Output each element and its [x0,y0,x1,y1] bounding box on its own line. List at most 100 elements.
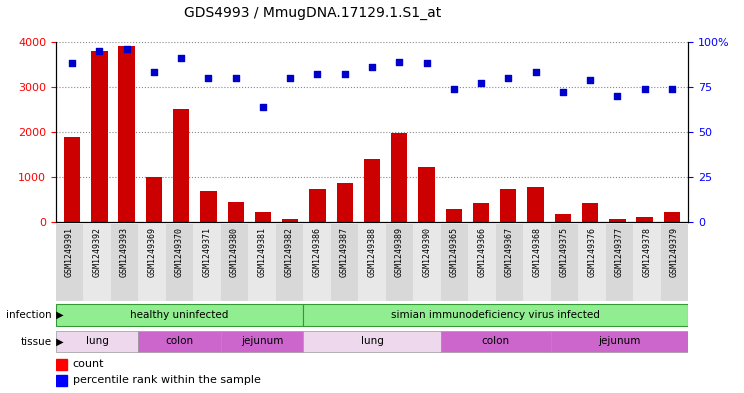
Point [557,89,568,95]
Text: simian immunodeficiency virus infected: simian immunodeficiency virus infected [391,310,600,320]
Text: GSM1249382: GSM1249382 [285,227,294,277]
Bar [56,304,304,326]
Bar [304,224,331,301]
Bar [83,224,111,301]
Bar [111,224,138,301]
Point [584,77,596,83]
Text: count: count [73,359,104,369]
Point [66,60,78,66]
Point [420,60,432,66]
Bar [661,224,688,301]
Point [530,69,542,75]
Point [284,75,296,81]
Point [502,75,514,81]
Bar [193,224,221,301]
Bar [310,189,326,222]
Text: GSM1249387: GSM1249387 [340,227,349,277]
Text: jejunum: jejunum [241,336,283,346]
Point [148,69,160,75]
Point [612,93,623,99]
Point [121,46,132,52]
Text: GSM1249393: GSM1249393 [120,227,129,277]
Text: GSM1249365: GSM1249365 [450,227,459,277]
Point [230,75,242,81]
Text: GSM1249380: GSM1249380 [230,227,239,277]
Bar [500,189,516,222]
Text: GSM1249391: GSM1249391 [65,227,74,277]
Bar [473,204,490,222]
Point [202,75,214,81]
Text: lung: lung [361,336,383,346]
Bar [56,331,138,353]
Point [448,86,460,92]
Text: GSM1249371: GSM1249371 [202,227,211,277]
Bar [554,214,571,222]
Text: healthy uninfected: healthy uninfected [130,310,228,320]
Bar [200,191,217,222]
Bar [166,224,193,301]
Bar [606,224,633,301]
Text: GSM1249368: GSM1249368 [533,227,542,277]
Text: GSM1249375: GSM1249375 [560,227,569,277]
Bar [248,224,276,301]
Bar [92,51,108,222]
Bar [336,183,353,222]
Bar [56,375,67,386]
Bar [446,209,462,222]
Text: infection: infection [7,310,52,320]
Bar [221,331,304,353]
Bar [496,224,523,301]
Bar [440,331,551,353]
Bar [633,224,661,301]
Text: ▶: ▶ [53,336,63,347]
Bar [64,136,80,222]
Bar [527,187,544,222]
Bar [254,212,271,222]
Bar [551,224,578,301]
Point [475,80,487,86]
Point [666,86,678,92]
Bar [304,304,688,326]
Bar [413,224,440,301]
Bar [578,224,606,301]
Bar [609,219,626,222]
Bar [56,224,83,301]
Bar [228,202,244,222]
Bar [385,224,413,301]
Bar [418,167,434,222]
Point [638,86,650,92]
Text: GDS4993 / MmugDNA.17129.1.S1_at: GDS4993 / MmugDNA.17129.1.S1_at [184,6,441,20]
Point [339,71,350,77]
Text: ▶: ▶ [53,310,63,320]
Bar [440,224,468,301]
Bar [56,359,67,370]
Bar [468,224,496,301]
Bar [331,224,359,301]
Text: GSM1249381: GSM1249381 [257,227,266,277]
Text: lung: lung [86,336,109,346]
Bar [118,46,135,222]
Text: GSM1249369: GSM1249369 [147,227,156,277]
Text: GSM1249367: GSM1249367 [505,227,514,277]
Bar [173,109,190,222]
Text: GSM1249377: GSM1249377 [615,227,624,277]
Bar [364,159,380,222]
Bar [276,224,304,301]
Bar [551,331,688,353]
Text: GSM1249376: GSM1249376 [588,227,597,277]
Point [94,48,106,54]
Bar [146,177,162,222]
Point [366,64,378,70]
Point [257,104,269,110]
Text: jejunum: jejunum [598,336,641,346]
Bar [138,331,221,353]
Point [176,55,187,61]
Text: GSM1249389: GSM1249389 [395,227,404,277]
Bar [391,133,408,222]
Text: GSM1249392: GSM1249392 [92,227,101,277]
Bar [664,212,680,222]
Bar [582,203,598,222]
Point [394,59,405,65]
Bar [304,331,440,353]
Bar [359,224,385,301]
